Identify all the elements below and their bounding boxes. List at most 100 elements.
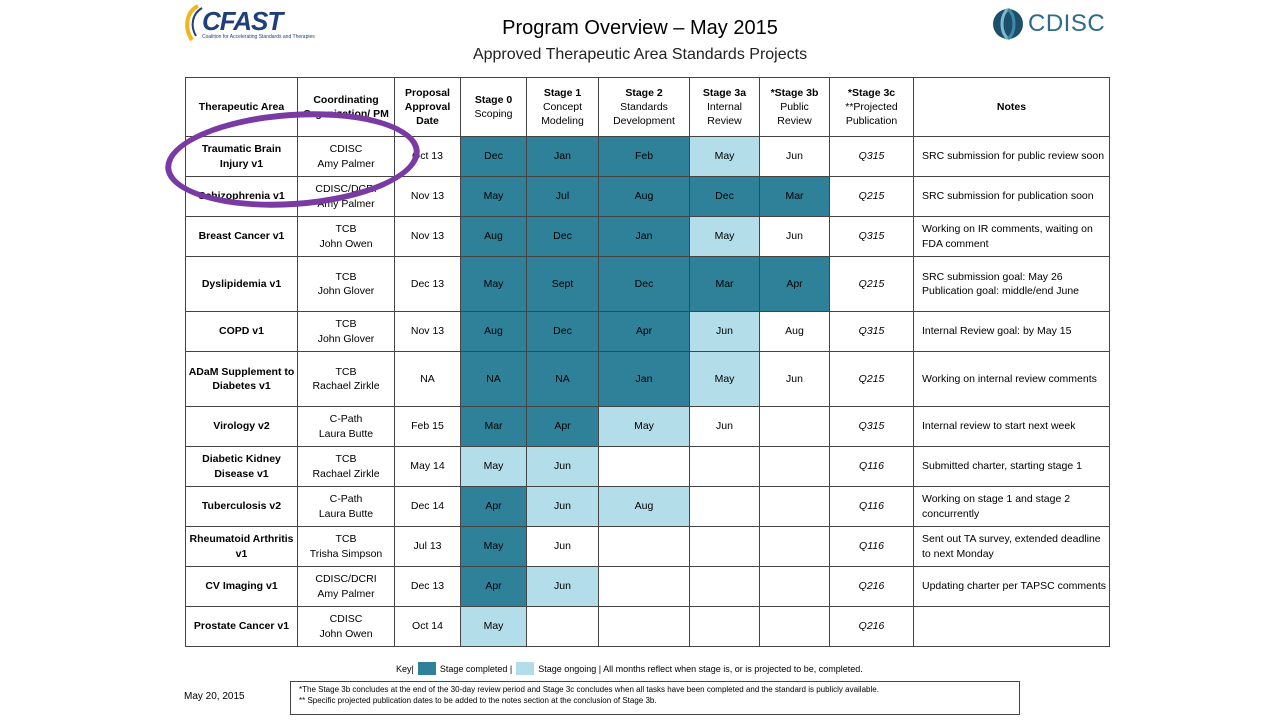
legend-ongoing-label: Stage ongoing | All months reflect when … [538,663,863,674]
stage-cell-s3b: Jun [759,216,830,257]
organization-cell: TCB John Glover [297,256,395,312]
stage-cell-s3b: Mar [759,176,830,217]
proposal-date-cell: Jul 13 [394,526,461,567]
projected-publication-cell: Q116 [829,446,914,487]
stage-cell-s0: Aug [460,311,527,352]
notes-cell: Internal review to start next week [913,406,1110,447]
stage-cell-s3b: Aug [759,311,830,352]
stage-cell-s2: Jan [598,216,690,257]
stage-cell-s2: Apr [598,311,690,352]
stage-cell-s2: Aug [598,486,690,527]
proposal-date-cell: Dec 13 [394,566,461,607]
projected-publication-cell: Q315 [829,216,914,257]
stage-cell-s3a [689,606,760,647]
projected-publication-cell: Q116 [829,526,914,567]
stage-cell-s1 [526,606,599,647]
column-header: Stage 2 Standards Development [598,77,690,137]
table-row: ADaM Supplement to Diabetes v1 TCB Rachael… [185,351,1110,407]
stage-cell-s2 [598,526,690,567]
notes-cell: Working on IR comments, waiting on FDA c… [913,216,1110,257]
stage-cell-s3a: May [689,216,760,257]
legend-completed-swatch [417,662,436,675]
table-row: Prostate Cancer v1 CDISC John Owen Oct 14 Ma… [185,606,1110,647]
stage-cell-s3b [759,606,830,647]
stage-cell-s0: Apr [460,566,527,607]
project-manager-name: John Glover [317,332,375,345]
column-header: *Stage 3b Public Review [759,77,830,137]
therapeutic-area-cell: Tuberculosis v2 [185,486,298,527]
legend-label: Key| [396,663,414,674]
column-header: *Stage 3c **Projected Publication [829,77,914,137]
projected-publication-cell: Q216 [829,606,914,647]
organization-name: C-Path [329,413,363,426]
table-row: Rheumatoid Arthritis v1 TCB Trisha Simpson… [185,526,1110,567]
column-header-subtitle: Public Review [777,100,812,128]
stage-cell-s3b: Jun [759,351,830,407]
stage-cell-s0: Apr [460,486,527,527]
notes-cell: Updating charter per TAPSC comments [913,566,1110,607]
stage-cell-s3a [689,566,760,607]
stage-cell-s2: Aug [598,176,690,217]
stage-cell-s0: May [460,256,527,312]
program-table: Therapeutic Area Coordinating Organizatio… [185,77,1110,647]
stage-cell-s0: May [460,526,527,567]
column-header: Stage 1 Concept Modeling [526,77,599,137]
organization-name: TCB [335,270,357,283]
organization-cell: TCB Rachael Zirkle [297,351,395,407]
therapeutic-area-cell: Dyslipidemia v1 [185,256,298,312]
column-header: Coordinating Organization/ PM [297,77,395,137]
stage-cell-s3a: Dec [689,176,760,217]
projected-publication-cell: Q215 [829,256,914,312]
column-header-title: *Stage 3b [770,86,819,99]
notes-cell: Submitted charter, starting stage 1 [913,446,1110,487]
proposal-date-cell: Nov 13 [394,176,461,217]
cdisc-wordmark: CDISC [1028,10,1106,37]
column-header-title: Therapeutic Area [198,100,285,113]
stage-cell-s0: Mar [460,406,527,447]
organization-cell: TCB John Owen [297,216,395,257]
projected-publication-cell: Q215 [829,351,914,407]
column-header: Stage 0 Scoping [460,77,527,137]
column-header-subtitle: Scoping [474,108,513,120]
stage-cell-s3b [759,486,830,527]
proposal-date-cell: Nov 13 [394,311,461,352]
cfast-wordmark: CFAST [202,6,283,36]
proposal-date-cell: May 14 [394,446,461,487]
proposal-date-cell: Nov 13 [394,216,461,257]
stage-cell-s1: Jul [526,176,599,217]
projected-publication-cell: Q315 [829,406,914,447]
therapeutic-area-cell: Virology v2 [185,406,298,447]
therapeutic-area-cell: Rheumatoid Arthritis v1 [185,526,298,567]
stage-cell-s1: NA [526,351,599,407]
column-header: Therapeutic Area [185,77,298,137]
stage-cell-s2 [598,566,690,607]
column-header-subtitle: Standards Development [613,100,675,128]
column-header: Stage 3a Internal Review [689,77,760,137]
column-header-title: Stage 0 [474,93,513,106]
projected-publication-cell: Q215 [829,176,914,217]
proposal-date-cell: Feb 15 [394,406,461,447]
legend-ongoing-swatch [516,662,535,675]
project-manager-name: John Glover [317,285,375,297]
stage-cell-s3a: May [689,351,760,407]
stage-cell-s1: Sept [526,256,599,312]
stage-cell-s3b [759,566,830,607]
notes-cell: Working on stage 1 and stage 2 concurren… [913,486,1110,527]
projected-publication-cell: Q315 [829,311,914,352]
projected-publication-cell: Q216 [829,566,914,607]
column-header-subtitle: **Projected Publication [845,100,898,128]
stage-cell-s2: May [598,406,690,447]
organization-cell: CDISC/DCRI Amy Palmer [297,566,395,607]
organization-name: TCB [335,318,357,331]
stage-cell-s3b: Apr [759,256,830,312]
page-title: Program Overview – May 2015 [502,17,778,39]
notes-cell: SRC submission goal: May 26 Publication … [913,256,1110,312]
cfast-logo: CFAST Coalition for Accelerating Standar… [182,4,315,44]
stage-cell-s3b [759,526,830,567]
organization-name: TCB [335,533,357,546]
stage-cell-s1: Jun [526,526,599,567]
projected-publication-cell: Q116 [829,486,914,527]
organization-name: CDISC/DCRI [315,573,377,586]
proposal-date-cell: Dec 14 [394,486,461,527]
proposal-date-cell: Oct 13 [394,136,461,177]
